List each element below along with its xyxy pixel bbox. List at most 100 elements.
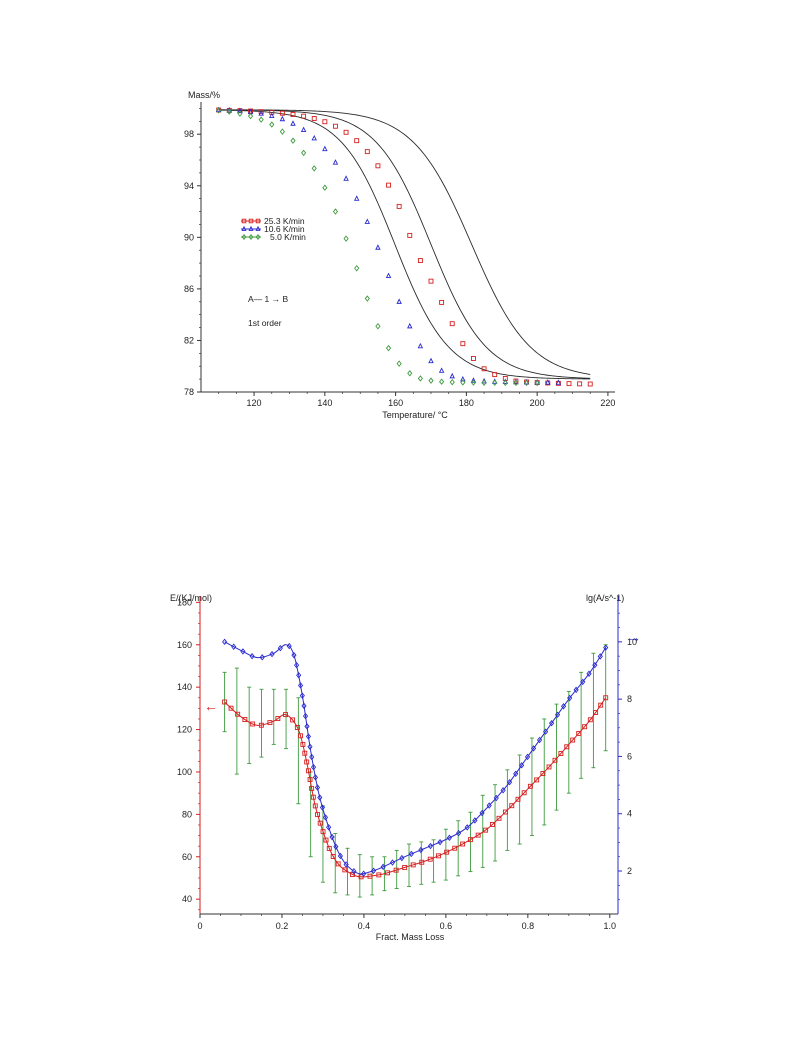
chart1-point-s1 [577,381,583,387]
chart1-point-s3 [364,295,370,302]
chart1-point-s2 [396,298,402,304]
chart2-point-s1 [294,725,300,730]
chart2-point-s2 [317,794,323,801]
chart1-point-s1 [439,299,445,305]
chart2-point-s2 [573,686,579,694]
chart1-point-s2 [375,244,381,250]
chart2-line-2 [224,641,607,875]
chart1-point-s3 [449,378,455,386]
chart2-point-s1 [515,796,521,802]
chart1-point-s3 [460,379,466,386]
chart1-y-tick-label: 98 [184,129,194,139]
chart2-point-s1 [564,744,570,750]
chart1-point-s2 [343,175,349,181]
chart2-point-s2 [592,661,598,669]
chart1-point-s2 [428,357,434,364]
chart2-point-s1 [534,777,540,783]
chart1-point-s1 [396,203,402,209]
chart2-point-s2 [333,843,339,850]
chart2-point-s2 [329,833,335,841]
chart1-point-s3 [247,112,254,120]
chart2-point-s1 [521,790,527,796]
chart1-point-s1 [311,116,317,121]
chart1-point-s1 [417,258,423,263]
chart1-legend-marker-1 [255,218,261,224]
chart2-point-s1 [242,717,248,723]
chart1-point-s2 [279,115,286,122]
chart1-point-s1 [301,113,307,119]
chart1-point-s3 [216,107,222,114]
chart1-x-tick-label: 180 [459,398,474,408]
chart1-point-s2 [258,110,264,116]
chart2-point-s1 [358,874,364,880]
chart2-point-s1 [444,849,450,855]
chart1-point-s1 [258,109,264,115]
chart1-legend-entry-2: 10.6 K/min [264,224,305,234]
chart1-fit-line-1 [218,109,591,375]
chart1-point-s3 [279,128,285,135]
chart1-legend-marker-2 [241,225,247,231]
chart2-point-s2 [302,712,309,720]
chart2-point-s1 [546,764,552,770]
chart2-point-s2 [418,846,424,854]
chart1-point-s1 [375,163,381,169]
chart2-left-tick-label: 140 [177,682,192,692]
chart2-point-s2 [446,834,452,842]
chart1-point-s3 [322,184,328,191]
chart1-point-s1 [492,372,498,378]
chart1-point-s3 [470,379,477,386]
chart2-left-tick-label: 60 [182,852,192,862]
chart2-point-s2 [530,745,537,752]
chart2-point-s2 [472,817,478,824]
chart2-point-s1 [330,854,336,859]
chart1-point-s1 [322,119,328,125]
chart1-point-s3 [385,344,392,352]
chart2-point-s2 [312,774,318,781]
chart1-x-tick-label: 120 [247,398,262,408]
chart1-point-s3 [343,235,349,242]
chart2-right-tick-label: 6 [627,751,632,761]
chart2-point-s2 [389,859,396,866]
chart2-point-s1 [496,815,502,821]
chart2-point-s1 [310,794,316,800]
chart2-point-s2 [603,644,609,651]
chart1-point-s1 [386,182,391,188]
chart1-point-s2 [385,272,392,279]
chart2-point-s1 [393,867,399,873]
chart2-point-s2 [567,694,573,702]
chart2-point-s2 [536,736,543,744]
chart2-point-s1 [290,717,296,723]
chart2-point-s1 [335,861,341,867]
chart1-point-s2 [364,218,371,224]
chart2-left-arrow: ← [204,698,218,714]
chart2-point-s1 [305,768,311,774]
chart2-point-s1 [502,809,508,815]
chart1-point-s3 [301,149,307,157]
chart1-point-s1 [364,149,370,155]
chart2-point-s2 [486,802,492,809]
chart2-point-s1 [307,777,313,783]
chart2-point-s2 [269,650,275,658]
chart2-point-s2 [322,814,329,821]
chart2-point-s2 [294,661,300,669]
chart2-point-s2 [519,762,525,769]
chart1-legend-marker-1 [241,218,247,224]
chart2-point-s2 [301,702,307,710]
chart1-y-tick-label: 78 [184,387,194,397]
chart2-right-tick-label: 10 [627,637,637,647]
chart1-y-tick-label: 86 [184,284,194,294]
chart1-legend-entry-3: 5.0 K/min [270,232,306,242]
chart1-point-s2 [300,126,307,133]
chart2-point-s1 [342,867,348,873]
chart1-y-tick-label: 90 [184,232,194,242]
chart2-point-s1 [483,827,489,833]
chart2-point-s2 [249,652,255,660]
chart2-point-s1 [582,724,588,730]
chart2-point-s2 [493,794,499,802]
chart2-point-s1 [320,829,326,835]
chart1-fit-line-2 [218,109,591,379]
chart2-point-s2 [507,778,513,786]
chart1-point-s2 [470,377,477,383]
chart2-point-s2 [299,692,305,699]
chart2-point-s2 [456,829,462,837]
